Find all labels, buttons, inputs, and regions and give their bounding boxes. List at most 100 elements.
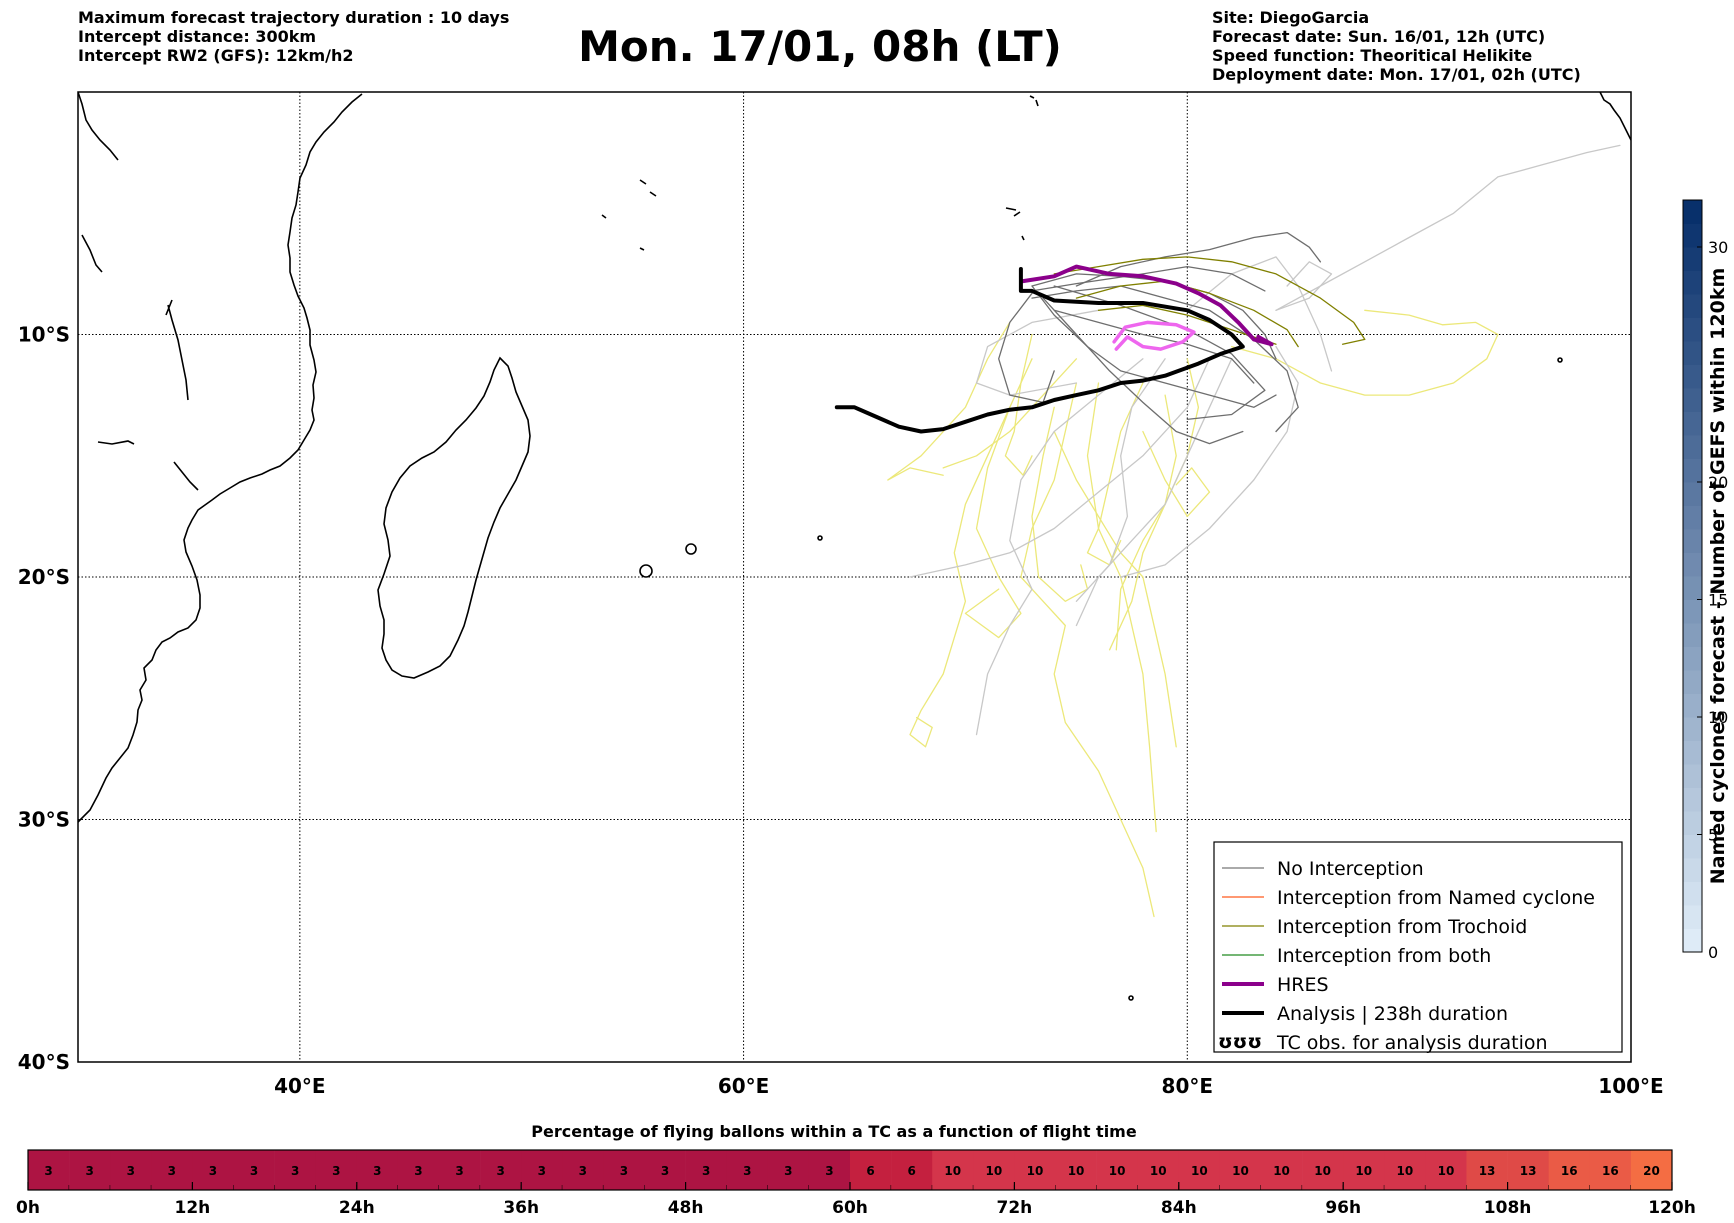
yellow-track [1004, 333, 1033, 476]
strip-tick-label: 108h [1484, 1198, 1532, 1218]
strip-cell [973, 1150, 1015, 1190]
yellow-track [909, 406, 1011, 748]
light-grey-track [975, 309, 1100, 396]
colorbar-segment [1683, 693, 1702, 718]
island-reunion [639, 564, 653, 578]
light-grey-track [1275, 261, 1333, 311]
strip-value: 10 [1232, 1164, 1249, 1178]
header-left: Maximum forecast trajectory duration : 1… [78, 8, 509, 65]
strip-cell [685, 1150, 727, 1190]
strip-value: 3 [85, 1164, 93, 1178]
trochoid-track [1097, 304, 1277, 345]
island-socotra-coast [81, 234, 103, 273]
axis-labels: 10°S 20°S 30°S 40°S 40°E 60°E 80°E 100°E [18, 323, 1664, 1099]
no-interception-track [1075, 231, 1322, 287]
strip-cell [891, 1150, 933, 1190]
strip-value: 3 [127, 1164, 135, 1178]
header-left-line: Intercept RW2 (GFS): 12km/h2 [78, 46, 354, 65]
strip-cell [850, 1150, 892, 1190]
map-title: Mon. 17/01, 08h (LT) [578, 22, 1062, 71]
colorbar-frame [1682, 199, 1703, 953]
colorbar-title: Named cyclones forecast - Number of GEFS… [1707, 268, 1729, 885]
strip-value: 16 [1602, 1164, 1619, 1178]
strip-cell [151, 1150, 193, 1190]
strip-value: 10 [1150, 1164, 1167, 1178]
header-right-line: Site: DiegoGarcia [1212, 8, 1370, 27]
coastlines [78, 92, 1631, 1001]
interception-strip: Percentage of flying ballons within a TC… [16, 1122, 1696, 1218]
strip-value: 3 [784, 1164, 792, 1178]
colorbar-segment [1683, 811, 1702, 835]
strip-cell [644, 1150, 686, 1190]
strip-value: 3 [373, 1164, 381, 1178]
yellow-track [1031, 406, 1089, 602]
colorbar-segment [1683, 458, 1702, 483]
strip-value: 6 [907, 1164, 915, 1178]
colorbar-segment [1683, 881, 1702, 906]
legend: No Interception Interception from Named c… [1213, 841, 1623, 1054]
strip-value: 3 [291, 1164, 299, 1178]
strip-cell [932, 1150, 974, 1190]
strip-value: 3 [743, 1164, 751, 1178]
colorbar-segment [1683, 834, 1702, 859]
colorbar-tick-label: 0 [1708, 943, 1718, 962]
lat-label: 10°S [18, 323, 70, 347]
strip-value: 13 [1479, 1164, 1496, 1178]
light-grey-track [1120, 345, 1299, 578]
strip-cell [1014, 1150, 1056, 1190]
colorbar-segment [1683, 529, 1702, 553]
island-maldives [1029, 95, 1039, 107]
colorbar-segment [1683, 482, 1702, 506]
strip-tick-label: 84h [1161, 1198, 1197, 1218]
legend-label: HRES [1277, 974, 1329, 996]
colorbar-segment [1683, 270, 1702, 295]
strip-value: 10 [1273, 1164, 1290, 1178]
strip-value: 3 [168, 1164, 176, 1178]
strip-value: 3 [332, 1164, 340, 1178]
strip-value: 10 [1068, 1164, 1085, 1178]
colorbar-tick-label: 15 [1708, 591, 1728, 610]
strip-value: 10 [1314, 1164, 1331, 1178]
strip-cell [274, 1150, 316, 1190]
no-interception-track [1031, 285, 1277, 408]
lat-label: 40°S [18, 1050, 70, 1074]
colorbar-segment [1683, 247, 1702, 271]
colorbar-segment [1683, 294, 1702, 318]
strip-value: 10 [1109, 1164, 1126, 1178]
strip-tick-label: 36h [503, 1198, 539, 1218]
strip-value: 3 [620, 1164, 628, 1178]
yellow-track [1231, 309, 1499, 396]
colorbar-segment [1683, 740, 1702, 765]
colorbar-segment [1683, 787, 1702, 812]
hres-track [1021, 264, 1274, 347]
strip-cell [315, 1150, 358, 1190]
colorbar: 0 5 10 15 20 30 Named cyclones forecast - Numb… [1682, 199, 1729, 962]
island-amsterdam [1128, 995, 1134, 1001]
strip-tick-label: 0h [16, 1198, 40, 1218]
strip-cell [1055, 1150, 1097, 1190]
strip-value: 3 [414, 1164, 422, 1178]
light-grey-track [1075, 358, 1233, 627]
colorbar-segment [1683, 388, 1702, 412]
light-grey-track [1075, 358, 1166, 602]
yellow-track [964, 358, 1033, 639]
strip-cell [233, 1150, 275, 1190]
island-rodrigues [817, 535, 823, 541]
header-left-line: Intercept distance: 300km [78, 27, 317, 46]
strip-value: 3 [702, 1164, 710, 1178]
colorbar-segment [1683, 717, 1702, 741]
strip-cell [1343, 1150, 1385, 1190]
yellow-track [942, 358, 1078, 469]
africa-coastline [78, 93, 363, 823]
strip-value: 3 [538, 1164, 546, 1178]
strip-cell [1096, 1150, 1138, 1190]
island-somalia [78, 92, 119, 161]
colorbar-segment [1683, 646, 1702, 671]
no-interception-track [1053, 285, 1266, 421]
colorbar-segment [1683, 928, 1702, 953]
colorbar-tick-label: 20 [1708, 473, 1728, 492]
colorbar-tick-label: 10 [1708, 708, 1728, 727]
colorbar-tick-label: 5 [1708, 826, 1718, 845]
colorbar-segment [1683, 411, 1702, 436]
